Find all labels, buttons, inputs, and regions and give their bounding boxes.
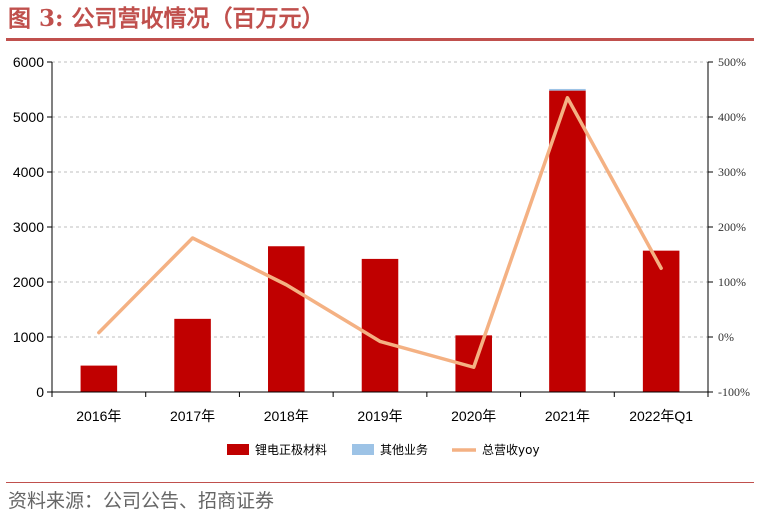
bar-2	[174, 318, 211, 392]
footer-rule	[6, 482, 754, 483]
yoy-point	[379, 340, 381, 342]
bar-1	[80, 365, 118, 392]
y-right-tick-label: 100%	[718, 275, 746, 289]
yoy-point	[473, 366, 475, 368]
y-left-tick-label: 6000	[13, 54, 44, 70]
y-left-tick-label: 5000	[13, 109, 44, 125]
y-right-tick-label: 300%	[718, 165, 746, 179]
bar-6	[549, 90, 586, 392]
y-right-tick-label: 500%	[718, 55, 746, 69]
y-right-tick-label: 400%	[718, 110, 746, 124]
bar-other-6	[549, 88, 586, 91]
y-right-tick-label: -100%	[718, 385, 750, 399]
y-right-tick-label: 0%	[718, 330, 734, 344]
source-note: 资料来源：公司公告、招商证券	[8, 490, 275, 512]
y-left-tick-label: 2000	[13, 274, 44, 290]
x-tick-label: 2019年	[357, 408, 402, 424]
title-rule	[6, 38, 754, 41]
legend-swatch-other	[352, 444, 374, 455]
y-left-tick-label: 1000	[13, 329, 44, 345]
y-left-tick-label: 0	[36, 384, 44, 400]
bar-4	[361, 258, 399, 392]
yoy-point	[660, 267, 662, 269]
legend-label-other: 其他业务	[380, 442, 428, 457]
figure-title: 图 3: 公司营收情况（百万元）	[8, 2, 325, 36]
chart-title: 公司营收情况（百万元）	[71, 5, 325, 32]
legend-swatch-main	[227, 444, 249, 455]
x-tick-label: 2018年	[264, 408, 309, 424]
x-tick-label: 2020年	[451, 408, 496, 424]
x-tick-label: 2016年	[76, 408, 121, 424]
bar-7	[642, 250, 680, 392]
legend-label-main: 锂电正极材料	[255, 442, 327, 457]
yoy-point	[192, 237, 194, 239]
y-left-tick-label: 3000	[13, 219, 44, 235]
figure-label: 图 3:	[8, 5, 64, 32]
x-tick-label: 2022年Q1	[629, 408, 693, 424]
legend-label-yoy: 总营收yoy	[482, 443, 540, 457]
y-left-tick-label: 4000	[13, 164, 44, 180]
yoy-point	[98, 332, 100, 334]
yoy-point	[285, 284, 287, 286]
yoy-point	[566, 97, 568, 99]
x-tick-label: 2021年	[545, 408, 590, 424]
y-right-tick-label: 200%	[718, 220, 746, 234]
bar-3	[268, 246, 305, 392]
x-tick-label: 2017年	[170, 408, 215, 424]
revenue-chart: 0 1000 2000 3000 4000 5000 6000 -100% 0% 100% 200%…	[13, 54, 750, 457]
